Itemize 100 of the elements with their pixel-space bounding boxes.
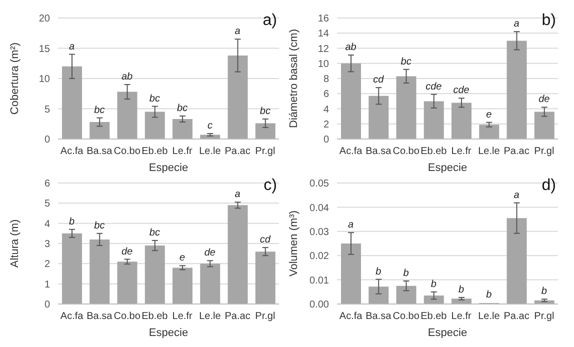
y-tick-label: 15 xyxy=(38,44,50,55)
y-tick-label: 0.01 xyxy=(310,275,330,286)
x-tick-label: Ac.fa xyxy=(339,311,363,322)
x-tick-label: Le.le xyxy=(199,146,222,158)
annotation: de xyxy=(122,246,134,258)
annotation: b xyxy=(376,266,382,278)
annotation: cd xyxy=(260,234,271,246)
y-tick-label: 3 xyxy=(44,239,50,250)
x-tick-label: Ac.fa xyxy=(60,311,84,322)
annotation: b xyxy=(403,268,410,280)
x-tick-label: Pa.ac xyxy=(504,311,530,322)
annotation: b xyxy=(541,286,548,298)
annotation: c) xyxy=(264,177,277,195)
y-tick-label: 0.05 xyxy=(310,178,330,190)
y-tick-label: 0.00 xyxy=(310,300,330,311)
y-tick-label: 1 xyxy=(44,279,50,290)
x-axis-title: Especie xyxy=(428,162,468,174)
y-tick-label: 6 xyxy=(323,89,330,100)
x-tick-label: Co.bo xyxy=(114,311,141,322)
annotation: b xyxy=(458,284,465,296)
annotation: bc xyxy=(94,104,105,116)
x-tick-label: Le.le xyxy=(478,311,500,322)
annotation: d) xyxy=(542,177,556,195)
x-axis-title: Especie xyxy=(148,162,188,174)
x-tick-label: Le.fr xyxy=(172,146,193,158)
y-tick-label: 5 xyxy=(44,198,50,210)
y-tick-label: 4 xyxy=(44,218,50,230)
x-tick-label: Le.fr xyxy=(451,146,472,158)
x-tick-label: Eb.eb xyxy=(142,311,168,322)
y-tick-label: 10 xyxy=(318,58,330,70)
annotation: c xyxy=(207,120,212,132)
y-tick-label: 2 xyxy=(323,119,330,130)
y-tick-label: 0.02 xyxy=(310,251,330,262)
x-tick-label: Eb.eb xyxy=(142,146,168,158)
x-tick-label: Le.fr xyxy=(172,311,193,322)
x-tick-label: Ba.sa xyxy=(366,311,392,322)
x-tick-label: Pr.gl xyxy=(534,311,554,322)
annotation: a xyxy=(514,190,520,201)
x-tick-label: Co.bo xyxy=(392,311,420,322)
annotation: a xyxy=(69,41,76,52)
y-axis-title: Volumen (m³) xyxy=(288,210,300,277)
y-tick-label: 16 xyxy=(318,14,330,25)
y-tick-label: 10 xyxy=(38,74,50,86)
x-tick-label: Pr.gl xyxy=(534,146,554,158)
x-tick-label: Le.le xyxy=(199,311,222,322)
x-axis-title: Especie xyxy=(428,327,468,339)
x-axis-title: Especie xyxy=(148,327,188,339)
y-tick-label: 0 xyxy=(44,300,50,311)
y-tick-label: 0.04 xyxy=(310,202,330,214)
y-tick-label: 0 xyxy=(44,134,50,146)
annotation: cde xyxy=(453,85,470,96)
x-tick-label: Ac.fa xyxy=(60,146,84,158)
x-tick-label: Pr.gl xyxy=(255,311,276,322)
annotation: b xyxy=(486,290,492,301)
x-tick-label: Ba.sa xyxy=(366,146,392,158)
x-tick-label: Le.le xyxy=(478,146,500,158)
annotation: e xyxy=(180,252,186,264)
x-tick-label: Le.fr xyxy=(451,311,472,322)
annotation: de xyxy=(538,94,550,106)
x-tick-label: Pa.ac xyxy=(504,146,530,158)
x-tick-label: Ba.sa xyxy=(86,146,113,158)
x-tick-label: Co.bo xyxy=(114,146,141,158)
annotation: b) xyxy=(542,12,556,30)
annotation: a xyxy=(348,220,354,231)
y-tick-label: 8 xyxy=(323,74,330,86)
y-tick-label: 5 xyxy=(44,104,50,116)
annotation: a xyxy=(234,189,241,200)
y-tick-label: 20 xyxy=(38,14,50,25)
annotation: a xyxy=(234,26,241,38)
annotation: b xyxy=(430,278,437,290)
annotation: b xyxy=(69,216,76,228)
y-tick-label: 14 xyxy=(318,28,330,40)
annotation: bc xyxy=(260,106,270,118)
y-tick-label: 0 xyxy=(323,134,330,146)
annotation: bc xyxy=(177,103,188,114)
annotation: bc xyxy=(400,56,412,68)
x-tick-label: Pr.gl xyxy=(255,146,276,158)
annotation: a) xyxy=(262,12,277,30)
x-tick-label: Pa.ac xyxy=(224,146,250,158)
annotation: de xyxy=(204,248,216,259)
annotation: bc xyxy=(149,227,160,238)
annotation: a xyxy=(514,18,520,30)
y-axis-title: Cobertura (m²) xyxy=(8,42,21,115)
annotation: cd xyxy=(373,74,384,86)
y-tick-label: 0.03 xyxy=(310,226,330,238)
annotation: bc xyxy=(149,93,160,104)
annotation: ab xyxy=(345,42,357,54)
x-tick-label: Ac.fa xyxy=(339,146,363,158)
y-tick-label: 12 xyxy=(318,44,330,55)
y-tick-label: 2 xyxy=(44,259,50,270)
annotation: bc xyxy=(94,220,105,232)
x-tick-label: Eb.eb xyxy=(420,311,448,322)
annotation: ab xyxy=(122,72,134,83)
x-tick-label: Eb.eb xyxy=(420,146,448,158)
x-tick-label: Pa.ac xyxy=(224,311,250,322)
annotation: cde xyxy=(426,81,442,92)
y-axis-title: Altura (m) xyxy=(8,219,21,268)
y-tick-label: 4 xyxy=(323,104,330,116)
y-axis-title: Diámetro basal (cm) xyxy=(288,28,300,128)
y-tick-label: 6 xyxy=(44,178,50,190)
